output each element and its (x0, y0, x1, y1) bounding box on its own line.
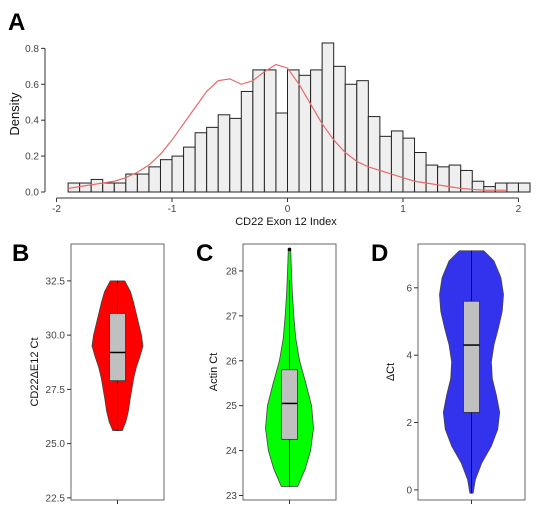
y-tick-label: 22.5 (46, 493, 66, 504)
histogram-bar (379, 135, 392, 193)
histogram-bar (275, 112, 289, 193)
density-curve (68, 63, 507, 191)
histogram-bar (102, 182, 115, 193)
violin-panel-b: 22.5 25.0 27.5 30.0 32.5 CD22ΔE12 Ct (29, 243, 165, 504)
x-axis-ticks: -2 -1 0 1 2 (52, 198, 522, 215)
x-tick-label: 1 (400, 204, 406, 215)
histogram-bar (425, 164, 439, 193)
histogram-bar (344, 83, 358, 193)
y-axis-ticks: 0 2 4 6 (406, 283, 418, 496)
histogram-bar (159, 159, 173, 193)
histogram-bar (183, 146, 196, 193)
panel-letter-b: B (12, 240, 29, 267)
histogram-bar (252, 69, 265, 193)
histogram-bar (90, 178, 104, 193)
y-axis-label: ΔCt (385, 363, 397, 381)
histogram-bar (148, 166, 161, 193)
y-tick-label: 28 (226, 266, 238, 277)
x-tick-label: 0 (285, 204, 291, 215)
y-tick-label: 25.0 (46, 439, 66, 450)
y-tick-label: 0.4 (25, 116, 39, 127)
violin-panel-d: 0 2 4 6 ΔCt (385, 243, 526, 504)
histogram-bar (194, 132, 208, 193)
panel-letter-c: C (196, 240, 213, 267)
histogram-bar (402, 137, 416, 193)
histogram-bar (240, 90, 254, 193)
y-axis-ticks: 0.0 0.2 0.4 0.6 0.8 (25, 44, 45, 199)
histogram-bar (506, 182, 519, 193)
histogram-bar (356, 80, 369, 193)
histogram-bars (67, 42, 531, 193)
x-tick-label: -2 (52, 204, 61, 215)
histogram-bar (79, 182, 92, 193)
y-tick-label: 32.5 (46, 276, 66, 287)
y-tick-label: 27.5 (46, 385, 66, 396)
violin-plot-c (265, 247, 314, 504)
y-axis-ticks: 22.5 25.0 27.5 30.0 32.5 (46, 276, 71, 504)
y-tick-label: 0.0 (25, 188, 39, 199)
y-tick-label: 0.2 (25, 152, 39, 163)
histogram-bar (321, 42, 335, 193)
y-tick-label: 0 (406, 485, 412, 496)
histogram-bar (310, 69, 323, 193)
outlier-point (287, 247, 292, 252)
y-tick-label: 26 (226, 356, 238, 367)
y-tick-label: 6 (406, 283, 412, 294)
histogram-bar (367, 116, 381, 193)
y-tick-label: 4 (406, 351, 412, 362)
x-tick-label: -1 (168, 204, 177, 215)
x-axis-label: CD22 Exon 12 Index (235, 216, 337, 228)
y-axis-ticks: 23 24 25 26 27 28 (226, 266, 243, 502)
y-tick-label: 2 (406, 418, 412, 429)
histogram-bar (517, 182, 531, 193)
box-iqr (281, 369, 298, 440)
y-tick-label: 0.6 (25, 80, 39, 91)
histogram-bar (287, 69, 300, 193)
y-tick-label: 24 (226, 446, 238, 457)
histogram-bar (437, 166, 450, 193)
y-axis-label: Density (7, 92, 22, 136)
histogram-bar (217, 114, 231, 193)
histogram-bar (229, 117, 242, 193)
y-axis-label: Actin Ct (208, 353, 220, 392)
violin-plot-d (439, 250, 504, 504)
violin-panel-c: 23 24 25 26 27 28 Actin Ct (208, 243, 337, 504)
box-iqr (463, 300, 480, 413)
panel-letter-a: A (8, 9, 25, 36)
histogram-bar (483, 186, 496, 193)
panel-letter-d: D (371, 240, 388, 267)
histogram-bar (263, 69, 277, 193)
y-tick-label: 30.0 (46, 331, 66, 342)
histogram-panel: -2 -1 0 1 2 0.0 0.2 0.4 0.6 0.8 CD22 Exon 12 Ind… (7, 42, 531, 228)
histogram-bar (136, 173, 150, 193)
x-tick-label: 2 (516, 204, 522, 215)
histogram-bar (171, 155, 185, 193)
y-tick-label: 25 (226, 401, 238, 412)
y-tick-label: 23 (226, 491, 238, 502)
y-tick-label: 27 (226, 311, 238, 322)
histogram-bar (390, 130, 404, 193)
histogram-bar (206, 126, 219, 193)
box-iqr (109, 313, 126, 382)
histogram-bar (113, 182, 127, 193)
y-tick-label: 0.8 (25, 44, 39, 55)
histogram-bar (333, 65, 346, 193)
histogram-bar (414, 152, 427, 193)
violin-plot-b (91, 280, 144, 504)
y-axis-label: CD22ΔE12 Ct (29, 337, 41, 406)
histogram-bar (298, 74, 312, 193)
